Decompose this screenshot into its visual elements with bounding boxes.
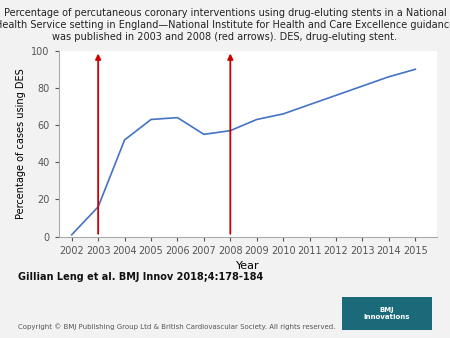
Text: BMJ
Innovations: BMJ Innovations	[364, 307, 410, 320]
Text: Copyright © BMJ Publishing Group Ltd & British Cardiovascular Society. All right: Copyright © BMJ Publishing Group Ltd & B…	[18, 324, 335, 331]
Y-axis label: Percentage of cases using DES: Percentage of cases using DES	[16, 68, 26, 219]
Text: Gillian Leng et al. BMJ Innov 2018;4:178-184: Gillian Leng et al. BMJ Innov 2018;4:178…	[18, 272, 263, 282]
Text: Percentage of percutaneous coronary interventions using drug-eluting stents in a: Percentage of percutaneous coronary inte…	[0, 8, 450, 42]
X-axis label: Year: Year	[236, 261, 259, 271]
